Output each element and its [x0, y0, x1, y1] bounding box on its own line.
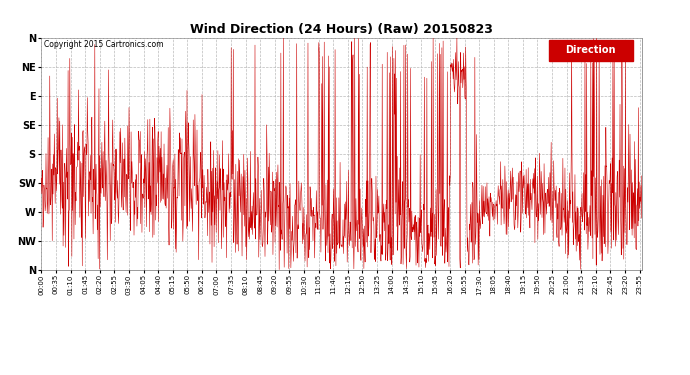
Text: Direction: Direction: [565, 45, 616, 55]
Bar: [549, 40, 633, 61]
Text: Copyright 2015 Cartronics.com: Copyright 2015 Cartronics.com: [44, 40, 164, 49]
Title: Wind Direction (24 Hours) (Raw) 20150823: Wind Direction (24 Hours) (Raw) 20150823: [190, 23, 493, 36]
